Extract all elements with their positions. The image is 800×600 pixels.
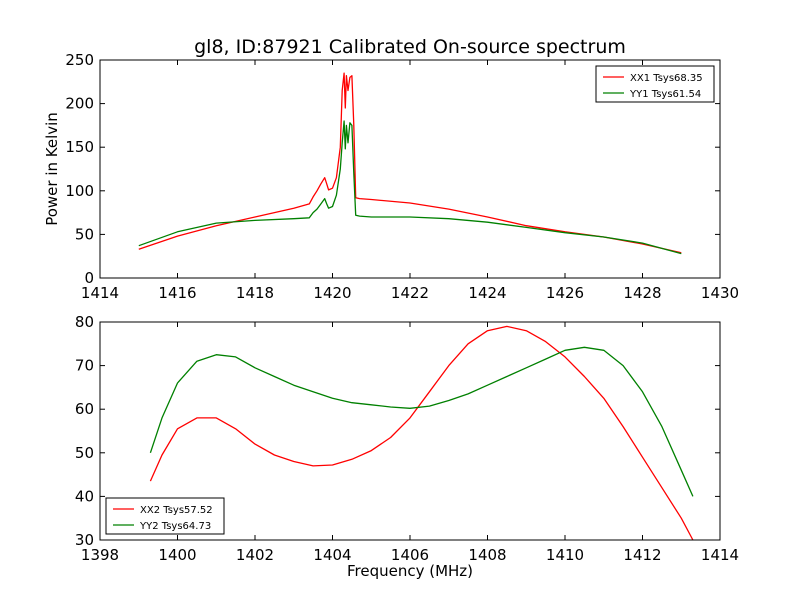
bottom-x-tick-label: 1406: [391, 546, 429, 564]
bottom-series-line-2: [149, 346, 694, 497]
bottom-legend-label: YY2 Tsys64.73: [139, 521, 211, 532]
top-y-tick-label: 0: [84, 269, 94, 287]
bottom-legend: XX2 Tsys57.52 YY2 Tsys64.73: [105, 497, 225, 535]
top-series-line-2: [138, 120, 682, 255]
top-x-tick-label: 1430: [701, 284, 739, 302]
bottom-y-tick-label: 80: [75, 313, 94, 331]
bottom-x-tick-label: 1408: [468, 546, 506, 564]
top-y-tick-label: 250: [65, 51, 94, 69]
top-legend-label: XX1 Tsys68.35: [630, 73, 703, 84]
x-axis-label: Frequency (MHz): [347, 562, 473, 580]
bottom-x-tick-label: 1412: [623, 546, 661, 564]
bottom-y-tick-label: 60: [75, 400, 94, 418]
top-series-line-1: [138, 72, 682, 254]
top-x-tick-label: 1422: [391, 284, 429, 302]
top-y-tick-label: 50: [75, 225, 94, 243]
top-x-tick-label: 1426: [546, 284, 584, 302]
bottom-x-tick-label: 1400: [158, 546, 196, 564]
bottom-legend-label: XX2 Tsys57.52: [140, 505, 213, 516]
bottom-y-tick-label: 50: [75, 444, 94, 462]
top-y-tick-label: 200: [65, 95, 94, 113]
top-legend-box: [595, 65, 715, 103]
bottom-spectrum-plot: 1398 1400 1402 1404 1406 1408 1410 1412 1414 30 40…: [75, 313, 739, 564]
bottom-x-tick-label: 1404: [313, 546, 351, 564]
bottom-series-line-1: [149, 325, 694, 541]
top-y-tick-label: 150: [65, 138, 94, 156]
bottom-y-tick-label: 30: [75, 531, 94, 549]
figure-title: gl8, ID:87921 Calibrated On-source spect…: [194, 36, 626, 58]
top-legend-label: YY1 Tsys61.54: [629, 89, 701, 100]
top-x-tick-label: 1420: [313, 284, 351, 302]
top-x-tick-label: 1418: [236, 284, 274, 302]
top-spectrum-plot: 1414 1416 1418 1420 1422 1424 1426 1428 1430 0 50 1…: [65, 51, 739, 302]
top-x-tick-label: 1424: [468, 284, 506, 302]
bottom-y-tick-label: 70: [75, 357, 94, 375]
top-x-tick-label: 1428: [623, 284, 661, 302]
bottom-y-tick-label: 40: [75, 487, 94, 505]
top-x-tick-label: 1414: [81, 284, 119, 302]
top-legend: XX1 Tsys68.35 YY1 Tsys61.54: [595, 65, 715, 103]
top-y-tick-label: 100: [65, 182, 94, 200]
bottom-x-tick-label: 1398: [81, 546, 119, 564]
top-x-tick-label: 1416: [158, 284, 196, 302]
bottom-x-tick-label: 1414: [701, 546, 739, 564]
y-axis-label: Power in Kelvin: [43, 112, 61, 226]
bottom-x-tick-label: 1410: [546, 546, 584, 564]
bottom-legend-box: [105, 497, 225, 535]
bottom-x-tick-label: 1402: [236, 546, 274, 564]
